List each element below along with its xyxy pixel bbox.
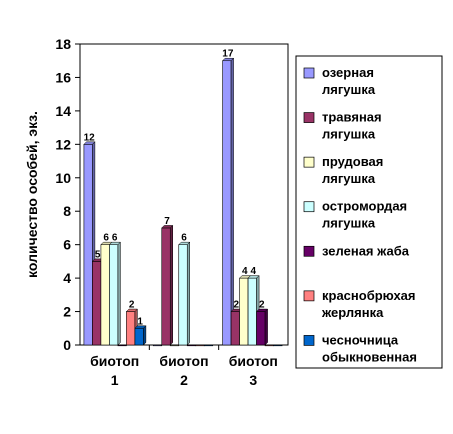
data-label: 6 <box>103 233 109 244</box>
legend-swatch <box>303 201 315 213</box>
bar <box>186 344 197 347</box>
bar-front <box>186 344 197 347</box>
bar <box>255 308 269 346</box>
data-label: 2 <box>259 300 265 311</box>
bar <box>169 344 180 347</box>
legend-label: чесночница обыкновенная <box>322 332 417 364</box>
legend-item: травяная лягушка <box>303 110 382 142</box>
legend-label: травяная лягушка <box>322 110 382 142</box>
bar-side <box>264 308 268 346</box>
legend-swatch <box>303 335 315 346</box>
x-category-label: биотоп 2 <box>159 353 208 388</box>
legend-label: озерная лягушка <box>322 65 376 97</box>
legend-swatch <box>303 112 315 123</box>
legend-item: остромордая лягушка <box>303 199 407 231</box>
bar-side <box>117 241 121 346</box>
bar-front <box>100 244 110 346</box>
bar-front <box>195 344 205 347</box>
data-label: 6 <box>112 233 118 244</box>
legend-swatch <box>303 290 315 302</box>
bar-front <box>273 344 283 347</box>
bar-front <box>161 227 171 346</box>
bar <box>273 344 283 347</box>
y-tick-label: 0 <box>63 337 71 353</box>
data-label: 4 <box>242 266 248 277</box>
y-tick-label: 14 <box>55 103 71 119</box>
bar-side <box>187 241 190 346</box>
data-label: 6 <box>181 233 187 244</box>
bar-front <box>256 311 266 346</box>
bar-front <box>203 344 214 347</box>
data-label: 17 <box>222 49 234 60</box>
bar-front <box>134 327 144 346</box>
bar-front <box>239 277 249 346</box>
bar-front <box>178 244 188 346</box>
bar <box>195 344 205 347</box>
legend-item: прудовая лягушка <box>303 154 383 186</box>
legend-item: краснобрюхая жерлянка <box>303 288 416 320</box>
data-label: 4 <box>251 266 257 277</box>
bar-front <box>126 311 136 346</box>
bar <box>108 241 122 346</box>
data-label: 12 <box>84 132 96 143</box>
bar-front <box>152 344 163 347</box>
bar-front <box>230 311 240 346</box>
bar <box>161 224 174 346</box>
bar <box>221 57 235 346</box>
legend-item: озерная лягушка <box>303 65 376 97</box>
legend-label: краснобрюхая жерлянка <box>321 288 416 320</box>
y-tick-label: 10 <box>55 170 71 186</box>
data-label: 7 <box>164 216 170 227</box>
legend: озерная лягушка травяная лягушка прудовая ляг… <box>295 55 443 369</box>
bar-front <box>117 344 127 347</box>
bar <box>152 344 163 347</box>
legend-item: чесночница обыкновенная <box>303 332 417 364</box>
bar-front <box>109 244 119 346</box>
legend-swatch <box>303 156 315 168</box>
legend-label: остромордая лягушка <box>322 199 407 231</box>
data-label: 5 <box>95 249 101 260</box>
data-label: 1 <box>137 316 143 327</box>
bar <box>264 344 274 347</box>
legend-box <box>295 55 443 369</box>
bar-front <box>264 344 274 347</box>
bar <box>178 241 191 346</box>
y-tick-label: 4 <box>63 270 71 286</box>
bar-front <box>83 144 93 346</box>
bar-front <box>169 344 180 347</box>
data-label: 2 <box>234 300 240 311</box>
y-tick-label: 16 <box>55 69 71 85</box>
y-tick-label: 6 <box>63 237 71 253</box>
y-axis: 0 2 4 6 8 10 12 14 16 18 количество особей, экз. <box>24 36 80 353</box>
y-tick-label: 12 <box>55 136 71 152</box>
bar-front <box>247 277 257 346</box>
y-tick-label: 2 <box>63 304 71 320</box>
data-label: 2 <box>129 300 135 311</box>
bar <box>117 344 127 347</box>
x-category-label: биотоп 1 <box>90 353 139 388</box>
y-tick-label: 8 <box>63 203 71 219</box>
bar <box>134 325 147 346</box>
bar-front <box>222 60 232 346</box>
bar <box>203 344 214 347</box>
legend-swatch <box>303 67 315 79</box>
x-axis: биотоп 1 биотоп 2 биотоп 3 <box>90 345 278 388</box>
bar-side <box>170 224 173 346</box>
bar-side <box>143 325 147 346</box>
legend-label: зеленая жаба <box>322 243 410 258</box>
legend-swatch <box>303 245 315 257</box>
y-tick-label: 18 <box>55 36 71 52</box>
legend-label: прудовая лягушка <box>322 154 383 186</box>
bar-front <box>92 261 102 346</box>
y-axis-label: количество особей, экз. <box>24 111 40 278</box>
legend-item: зеленая жаба <box>303 243 410 258</box>
x-category-label: биотоп 3 <box>229 353 278 388</box>
